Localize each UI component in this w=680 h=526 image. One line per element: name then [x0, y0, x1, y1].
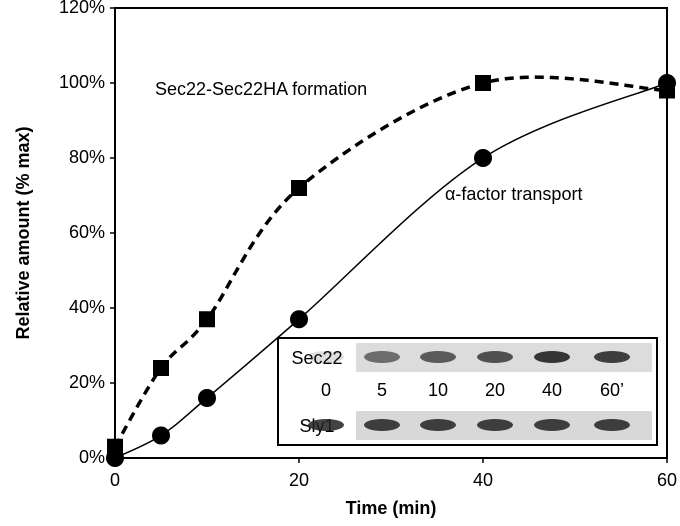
lane-label: 20 — [485, 380, 505, 400]
y-tick-label: 80% — [69, 147, 105, 167]
marker — [291, 180, 307, 196]
y-tick-label: 20% — [69, 372, 105, 392]
y-tick-label: 120% — [59, 0, 105, 17]
y-axis-label: Relative amount (% max) — [13, 126, 33, 339]
marker — [198, 389, 216, 407]
lane-label: 5 — [377, 380, 387, 400]
gel-inset: Sec22Sly10510204060’ — [277, 337, 658, 446]
y-tick-label: 0% — [79, 447, 105, 467]
marker — [153, 360, 169, 376]
annotation: α-factor transport — [445, 184, 582, 204]
gel-band — [594, 351, 630, 363]
gel-band — [308, 419, 344, 431]
gel-band — [364, 419, 400, 431]
marker — [290, 310, 308, 329]
annotation: Sec22-Sec22HA formation — [155, 79, 367, 99]
gel-band — [420, 351, 456, 363]
x-tick-label: 40 — [473, 470, 493, 490]
lane-label: 10 — [428, 380, 448, 400]
lane-label: 0 — [321, 380, 331, 400]
marker — [658, 74, 676, 92]
x-tick-label: 20 — [289, 470, 309, 490]
marker — [475, 75, 491, 91]
gel-band — [534, 419, 570, 431]
gel-band — [477, 419, 513, 431]
x-tick-label: 60 — [657, 470, 677, 490]
marker — [152, 426, 170, 445]
gel-band — [477, 351, 513, 363]
lane-label: 60’ — [600, 380, 624, 400]
marker — [199, 311, 215, 328]
lane-label: 40 — [542, 380, 562, 400]
gel-band — [420, 419, 456, 431]
x-tick-label: 0 — [110, 470, 120, 490]
gel-band — [594, 419, 630, 431]
row-label: Sec22 — [291, 348, 342, 368]
y-tick-label: 40% — [69, 297, 105, 317]
y-tick-label: 60% — [69, 222, 105, 242]
gel-band — [534, 351, 570, 363]
marker — [474, 149, 492, 167]
gel-band — [308, 351, 344, 363]
y-tick-label: 100% — [59, 72, 105, 92]
marker — [106, 449, 124, 467]
gel-band — [364, 351, 400, 363]
x-axis-label: Time (min) — [346, 498, 437, 518]
